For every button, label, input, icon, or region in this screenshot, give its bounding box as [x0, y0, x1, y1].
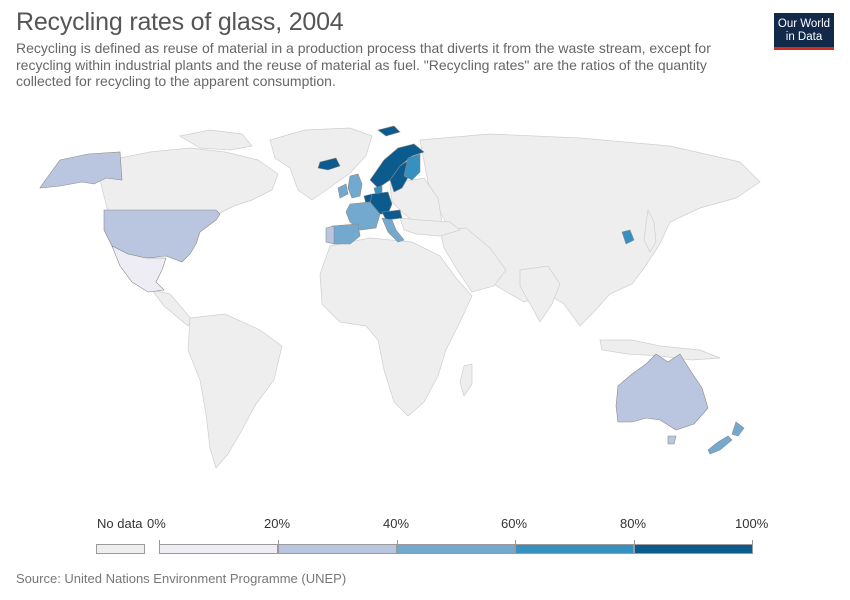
chart-title: Recycling rates of glass, 2004 [16, 8, 344, 36]
africa[interactable] [319, 237, 473, 417]
indonesia[interactable] [599, 339, 721, 361]
japan[interactable] [643, 208, 657, 253]
country-mexico[interactable] [111, 245, 167, 293]
world-map [39, 125, 761, 469]
country-new-zealand[interactable] [731, 421, 745, 437]
country-united-states-alaska[interactable] [39, 151, 123, 189]
legend-bin-80-100[interactable] [634, 544, 753, 554]
south-america[interactable] [187, 313, 283, 469]
country-ireland[interactable] [337, 183, 349, 199]
country-south-korea[interactable] [621, 229, 635, 245]
country-united-kingdom[interactable] [347, 173, 363, 199]
country-italy[interactable] [381, 217, 405, 243]
legend-tick [278, 540, 279, 544]
legend-bin-40-60[interactable] [397, 544, 515, 554]
legend-tick-label: 80% [620, 516, 647, 531]
country-portugal[interactable] [325, 225, 335, 245]
logo-line-2: in Data [785, 30, 823, 43]
legend-tick-label: 60% [501, 516, 528, 531]
legend-bin-0-20[interactable] [159, 544, 278, 554]
legend: No data 0% 20% 40% 60% 80% 100% [0, 510, 850, 560]
legend-tick [159, 540, 160, 544]
country-iceland[interactable] [317, 157, 341, 171]
country-svalbard[interactable] [377, 125, 401, 137]
logo-line-1: Our World [777, 18, 831, 30]
legend-tick-label: 40% [383, 516, 410, 531]
owid-logo[interactable]: Our World in Data [774, 13, 834, 50]
balkans-turkey[interactable] [399, 217, 461, 237]
country-finland[interactable] [403, 153, 421, 181]
country-norway[interactable] [369, 143, 425, 189]
canada[interactable] [99, 147, 279, 215]
country-new-zealand-south[interactable] [707, 435, 733, 455]
chart-subtitle: Recycling is defined as reuse of materia… [16, 40, 711, 89]
country-austria[interactable] [381, 209, 403, 221]
legend-tick-label: 20% [264, 516, 291, 531]
legend-bin-20-40[interactable] [278, 544, 397, 554]
source-note[interactable]: Source: United Nations Environment Progr… [16, 571, 347, 586]
legend-tick [515, 540, 516, 544]
india[interactable] [519, 265, 561, 323]
legend-tick [634, 540, 635, 544]
middle-east[interactable] [439, 227, 507, 293]
arctic-islands[interactable] [179, 129, 253, 151]
madagascar[interactable] [459, 363, 473, 397]
country-australia[interactable] [615, 353, 709, 431]
legend-no-data-swatch[interactable] [96, 544, 145, 554]
legend-tick-label: 100% [735, 516, 769, 531]
legend-bin-60-80[interactable] [515, 544, 634, 554]
legend-tick-label: 0% [147, 516, 166, 531]
legend-tick [397, 540, 398, 544]
country-france[interactable] [345, 201, 381, 231]
legend-tick [752, 540, 753, 544]
country-australia-tasmania[interactable] [667, 435, 677, 445]
central-america[interactable] [151, 289, 193, 327]
legend-no-data-label: No data [97, 516, 143, 531]
